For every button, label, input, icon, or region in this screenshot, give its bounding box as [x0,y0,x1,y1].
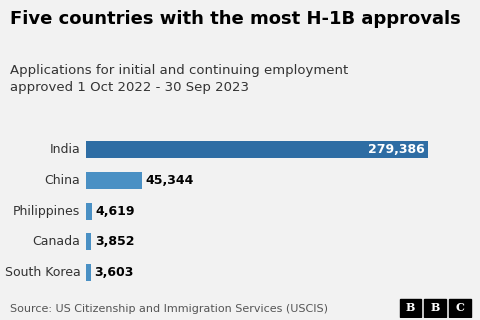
Text: 279,386: 279,386 [368,143,424,156]
Bar [86,141,428,158]
Text: India: India [49,143,80,156]
Bar [86,264,91,281]
Text: 3,852: 3,852 [95,236,134,248]
Text: C: C [456,302,465,313]
Text: 4,619: 4,619 [96,205,135,218]
Text: B: B [406,302,415,313]
Bar [86,172,142,189]
FancyBboxPatch shape [424,299,446,317]
Text: Canada: Canada [33,236,80,248]
Text: 45,344: 45,344 [145,174,194,187]
FancyBboxPatch shape [449,299,471,317]
Text: Philippines: Philippines [13,205,80,218]
Text: 3,603: 3,603 [95,266,134,279]
Text: B: B [431,302,440,313]
Text: China: China [45,174,80,187]
Bar [86,234,91,250]
Bar [86,203,92,220]
Text: Applications for initial and continuing employment
approved 1 Oct 2022 - 30 Sep : Applications for initial and continuing … [10,64,348,94]
Text: Five countries with the most H-1B approvals: Five countries with the most H-1B approv… [10,10,460,28]
Text: South Korea: South Korea [4,266,80,279]
Text: Source: US Citizenship and Immigration Services (USCIS): Source: US Citizenship and Immigration S… [10,304,327,314]
FancyBboxPatch shape [400,299,421,317]
